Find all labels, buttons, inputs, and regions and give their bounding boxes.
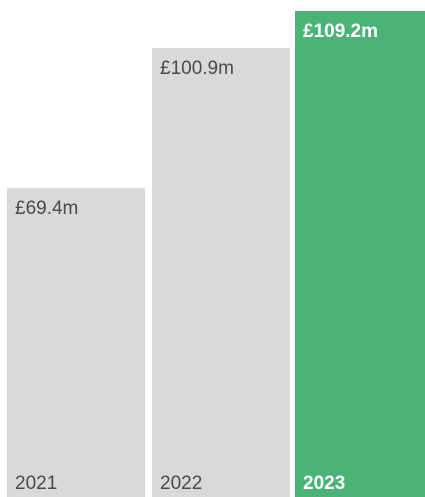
bar-category-label: 2023 (303, 473, 346, 494)
bar-2021: £69.4m 2021 (7, 188, 145, 497)
bar-value-label: £109.2m (303, 21, 379, 42)
bar-value-label: £69.4m (15, 198, 79, 220)
bar-category-label: 2022 (160, 472, 203, 494)
bar-value-label: £100.9m (160, 57, 234, 79)
bar-2023: £109.2m 2023 (295, 11, 425, 497)
bar-2022: £100.9m 2022 (152, 47, 290, 497)
bar-category-label: 2021 (15, 472, 58, 494)
